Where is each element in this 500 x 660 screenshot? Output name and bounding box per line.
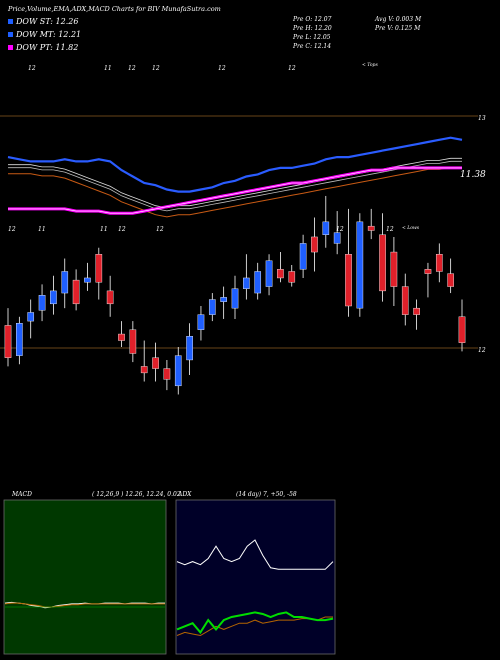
ema-gray-line	[8, 160, 462, 212]
macd-title: MACD	[11, 491, 32, 498]
candle-up	[208, 299, 216, 315]
adx-series-line	[176, 539, 334, 570]
chart-title: Price,Volume,EMA,ADX,MACD Charts for BIV…	[7, 5, 221, 13]
avg-volume: Avg V: 0.003 M	[374, 16, 422, 23]
macd-series-line	[4, 602, 165, 608]
candle-up	[186, 336, 193, 361]
candle-down	[345, 254, 352, 307]
prev-volume: Pre V: 0.125 M	[374, 25, 421, 32]
mid-strip-label: 12	[386, 226, 394, 233]
candle-down	[379, 234, 386, 292]
top-strip-label: 12	[218, 65, 226, 72]
top-strip-label: 12	[28, 65, 36, 72]
candle-down	[163, 368, 171, 380]
right-axis-label: 11.38	[460, 170, 486, 180]
dow-mt-label: DOW MT: 12.21	[15, 30, 81, 39]
candle-down	[118, 333, 125, 341]
dow-st-swatch	[8, 19, 13, 24]
candle-down	[277, 269, 284, 279]
mid-strip-label: 12	[156, 226, 164, 233]
right-axis-label: 13	[478, 115, 486, 122]
prev-close: Pre C: 12.14	[292, 43, 331, 50]
candle-down	[390, 251, 398, 287]
adx-series-line	[176, 611, 334, 635]
candle-down	[152, 357, 159, 369]
candle-down	[106, 290, 114, 305]
ema-long-line	[8, 166, 462, 218]
candle-up	[38, 295, 46, 311]
candle-up	[356, 221, 364, 309]
adx-lines	[176, 539, 334, 637]
dow-mt-swatch	[8, 32, 13, 37]
top-strip-label: 12	[288, 65, 296, 72]
candle-down	[288, 271, 296, 283]
candle-down	[435, 254, 443, 272]
dow-st-label: DOW ST: 12.26	[15, 17, 78, 26]
candle-up	[84, 277, 91, 283]
candle-up	[27, 312, 35, 322]
candle-up	[50, 290, 57, 305]
top-strip-label: 12	[128, 65, 136, 72]
mid-strip-label: 12	[336, 226, 344, 233]
prev-high: Pre H: 12.20	[292, 25, 332, 32]
top-strip-label: 12	[152, 65, 160, 72]
candle-up	[16, 323, 23, 356]
candle-down	[4, 325, 12, 358]
candle-down	[458, 316, 466, 343]
mid-strip-label: 11	[100, 226, 108, 233]
dow-pt-label: DOW PT: 11.82	[15, 43, 78, 52]
candle-up	[174, 355, 182, 387]
macd-params: ( 12,26,9 ) 12.26, 12.24, 0.02	[92, 491, 181, 498]
candle-down	[129, 329, 137, 354]
top-strip-label: 11	[104, 65, 112, 72]
mid-strip-label: 12	[118, 226, 126, 233]
candle-down	[140, 366, 148, 374]
macd-series-line	[4, 601, 165, 609]
candle-up	[220, 297, 227, 302]
adx-title: ADX	[177, 491, 192, 498]
candle-up	[243, 277, 250, 289]
candle-down	[72, 279, 80, 305]
dow-pt-center	[8, 167, 462, 214]
ema-short-line	[7, 136, 463, 193]
mid-strip-label: 11	[38, 226, 46, 233]
mid-strip-label: 12	[8, 226, 16, 233]
candle-down	[424, 269, 432, 274]
candle-down	[447, 273, 454, 287]
candle-up	[231, 288, 239, 309]
candle-up	[322, 221, 330, 235]
candle-down	[95, 254, 103, 283]
candle-up	[333, 232, 341, 244]
tops-legend: < Tops	[362, 62, 378, 68]
candle-down	[367, 225, 375, 231]
prev-low: Pre L: 12.05	[292, 34, 331, 41]
candle-up	[61, 271, 69, 294]
candle-up	[265, 260, 273, 287]
adx-params: (14 day) 7, +50, -58	[236, 491, 297, 498]
candle-down	[401, 286, 409, 315]
prev-open: Pre O: 12.07	[292, 16, 332, 23]
candle-up	[254, 271, 262, 294]
lows-legend: < Lows	[402, 225, 420, 231]
macd-lines	[4, 601, 165, 609]
candle-up	[299, 243, 307, 270]
macd-panel	[3, 499, 167, 655]
candle-up	[197, 314, 205, 330]
candle-down	[311, 236, 318, 253]
price-panel: 13 11.38 12 12 11 12 12 12 12 < Tops 12 11 11 12 12 12 1…	[0, 62, 486, 395]
candle-down	[413, 307, 420, 315]
dow-pt-swatch	[8, 45, 13, 50]
right-axis-label: 12	[478, 347, 486, 354]
